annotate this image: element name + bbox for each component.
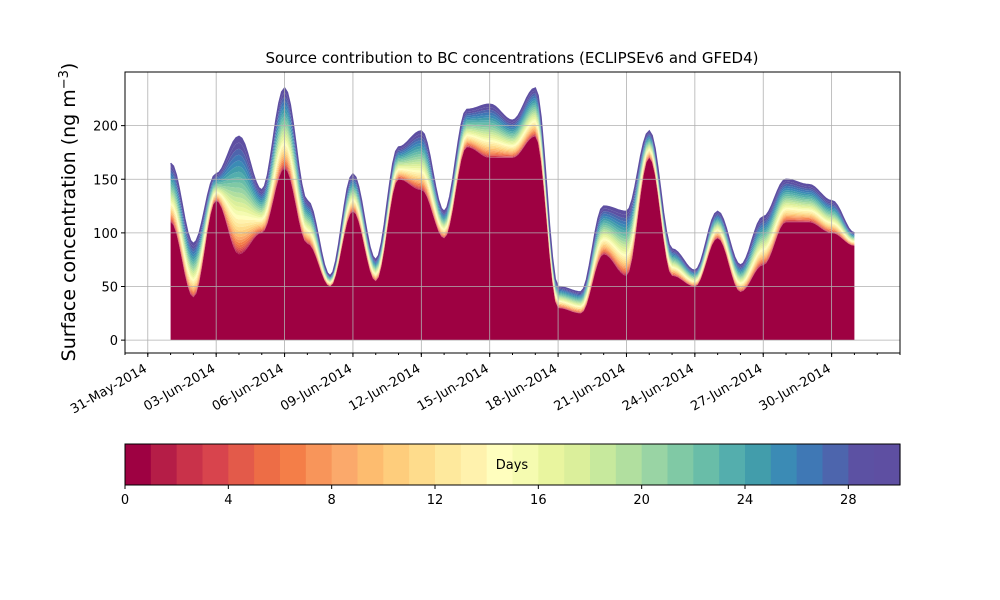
colorbar-segment — [848, 444, 875, 485]
colorbar-tick-label: 16 — [530, 493, 547, 508]
colorbar-tick-label: 24 — [737, 493, 754, 508]
colorbar-segment — [254, 444, 281, 485]
x-tick-label: 15-Jun-2014 — [415, 361, 492, 414]
colorbar-segment — [150, 444, 178, 485]
y-axis: 0 50 100 150 200 — [93, 120, 125, 349]
colorbar-frame — [124, 443, 901, 486]
x-axis: 31-May-201403-Jun-201406-Jun-201409-Jun-… — [68, 353, 901, 417]
colorbar-segment — [460, 444, 488, 485]
grid-lines — [125, 72, 900, 353]
colorbar-segment — [331, 444, 359, 485]
area-band-day-0 — [170, 136, 855, 341]
colorbar-segment — [641, 444, 669, 485]
x-tick-label: 03-Jun-2014 — [141, 361, 218, 414]
y-tick-label: 150 — [93, 173, 118, 188]
colorbar-segment — [874, 444, 901, 485]
colorbar-tick-label: 8 — [328, 493, 336, 508]
colorbar-segment — [383, 444, 410, 485]
colorbar-segment — [228, 444, 255, 485]
colorbar-tick-label: 12 — [427, 493, 444, 508]
colorbar-segment — [486, 444, 514, 485]
colorbar-segment — [745, 444, 772, 485]
colorbar: 0 4 8 12 16 20 24 28 — [121, 443, 901, 508]
x-tick-label: 18-Jun-2014 — [483, 361, 560, 414]
colorbar-segment — [615, 444, 643, 485]
colorbar-segment — [770, 444, 798, 485]
colorbar-segment — [125, 444, 152, 485]
colorbar-segment — [176, 444, 204, 485]
x-tick-label: 30-Jun-2014 — [757, 361, 834, 414]
colorbar-tick-label: 28 — [840, 493, 857, 508]
colorbar-segment — [796, 444, 824, 485]
y-tick-label: 50 — [101, 281, 118, 296]
colorbar-segment — [305, 444, 333, 485]
colorbar-segment — [512, 444, 539, 485]
y-tick-label: 0 — [110, 334, 118, 349]
colorbar-label: Days — [496, 458, 529, 473]
colorbar-segment — [564, 444, 591, 485]
colorbar-segment — [202, 444, 229, 485]
colorbar-tick-label: 4 — [224, 493, 232, 508]
colorbar-segment — [719, 444, 746, 485]
x-tick-label: 27-Jun-2014 — [688, 361, 765, 414]
y-tick-label: 100 — [93, 227, 118, 242]
chart-title: Source contribution to BC concentrations… — [265, 49, 758, 67]
x-tick-label: 09-Jun-2014 — [278, 361, 355, 414]
x-tick-label: 12-Jun-2014 — [347, 361, 424, 414]
colorbar-segment — [357, 444, 384, 485]
colorbar-tick-label: 0 — [121, 493, 129, 508]
colorbar-segment — [409, 444, 436, 485]
y-tick-label: 200 — [93, 120, 118, 135]
colorbar-segment — [280, 444, 307, 485]
x-tick-label: 06-Jun-2014 — [210, 361, 287, 414]
colorbar-segment — [435, 444, 462, 485]
colorbar-segment — [538, 444, 565, 485]
x-tick-label: 21-Jun-2014 — [552, 361, 629, 414]
x-tick-label: 31-May-2014 — [68, 361, 150, 417]
x-tick-label: 24-Jun-2014 — [620, 361, 697, 414]
colorbar-segment — [693, 444, 720, 485]
colorbar-segment — [590, 444, 617, 485]
colorbar-tick-label: 20 — [633, 493, 650, 508]
colorbar-segment — [822, 444, 849, 485]
y-axis-label: Surface concentration (ng m−3) — [57, 63, 81, 362]
colorbar-segment — [667, 444, 694, 485]
